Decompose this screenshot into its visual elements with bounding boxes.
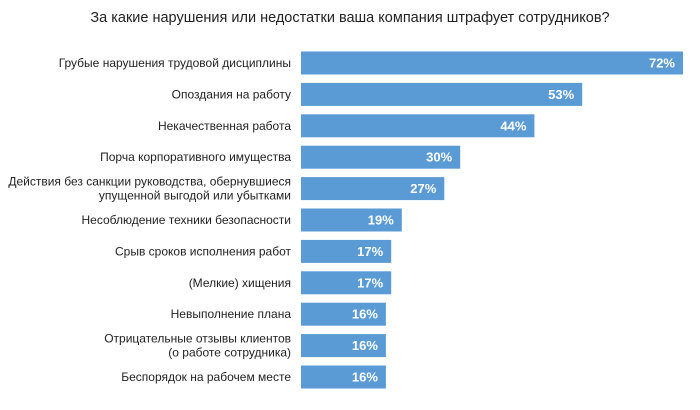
bar xyxy=(301,208,402,232)
bar-value-label: 72% xyxy=(649,56,675,71)
bar-value-label: 17% xyxy=(357,244,383,259)
bar xyxy=(301,177,445,201)
bar xyxy=(301,51,683,75)
category-label: Отрицательные отзывы клиентов xyxy=(104,332,291,346)
category-label: Порча корпоративного имущества xyxy=(100,150,291,164)
category-label: упущенной выгодой или убытками xyxy=(99,189,291,203)
bars-group: 72% Грубые нарушения трудовой дисциплины 5… xyxy=(8,51,683,389)
bar-value-label: 53% xyxy=(548,87,574,102)
bar xyxy=(301,82,583,106)
category-label: (Мелкие) хищения xyxy=(189,276,291,290)
bar xyxy=(301,334,386,358)
category-label: Действия без санкции руководства, оберну… xyxy=(8,175,291,189)
bar-value-label: 16% xyxy=(352,338,378,353)
category-label: Грубые нарушения трудовой дисциплины xyxy=(59,56,291,70)
bar xyxy=(301,145,461,169)
bar xyxy=(301,114,535,138)
category-label: Срыв сроков исполнения работ xyxy=(115,244,291,258)
bar xyxy=(301,239,392,263)
bar-value-label: 30% xyxy=(426,150,452,165)
bar-value-label: 17% xyxy=(357,275,383,290)
bar-value-label: 16% xyxy=(352,307,378,322)
bar-value-label: 16% xyxy=(352,370,378,385)
category-label: Беспорядок на рабочем месте xyxy=(121,370,291,384)
bar-value-label: 44% xyxy=(500,118,526,133)
category-label: (о работе сотрудника) xyxy=(168,346,291,360)
category-label: Невыполнение плана xyxy=(171,307,292,321)
bar xyxy=(301,302,386,326)
category-label: Некачественная работа xyxy=(158,119,291,133)
bar-value-label: 19% xyxy=(368,213,394,228)
bar-value-label: 27% xyxy=(410,181,436,196)
bar xyxy=(301,365,386,389)
bar xyxy=(301,271,392,295)
chart-title: За какие нарушения или недостатки ваша к… xyxy=(90,10,609,26)
category-label: Несоблюдение техники безопасности xyxy=(82,213,291,227)
category-label: Опоздания на работу xyxy=(172,87,291,101)
